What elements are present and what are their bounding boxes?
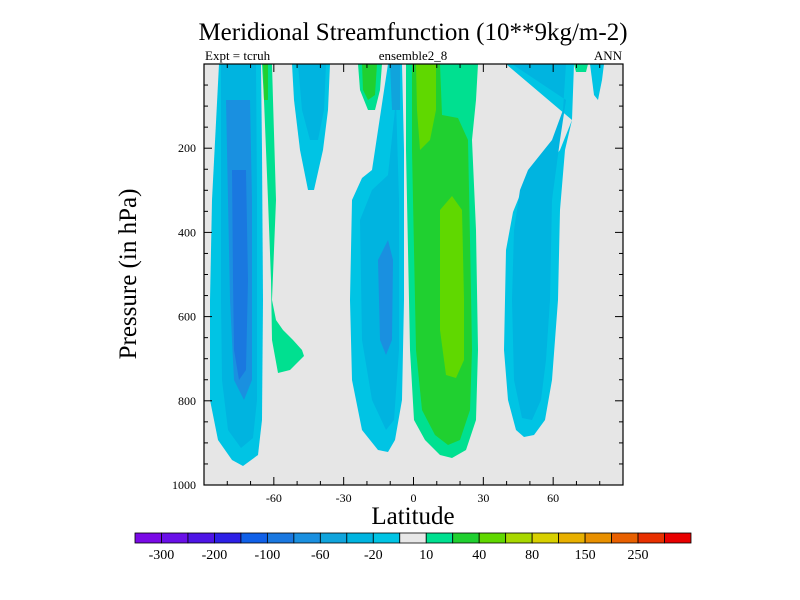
colorbar-label: -60 <box>311 548 330 563</box>
colorbar-swatch <box>505 532 533 544</box>
colorbar-swatch <box>452 532 480 544</box>
x-tick-label: -30 <box>336 491 352 505</box>
nh-hadley-cell-max <box>440 196 464 378</box>
colorbar-swatch <box>266 532 295 544</box>
y-tick-label: 1000 <box>172 478 196 492</box>
sh-polar-tongue-core <box>263 64 268 100</box>
sh-hadley-upper-strip <box>390 64 400 110</box>
colorbar-swatch <box>531 532 560 544</box>
colorbar-swatch <box>664 532 692 544</box>
colorbar-swatch <box>134 532 162 544</box>
colorbar-swatch <box>240 532 268 544</box>
colorbar-label: -200 <box>202 548 228 563</box>
contour-fill-layer <box>210 64 604 466</box>
colorbar-label: 80 <box>525 548 539 563</box>
colorbar-swatch <box>372 532 401 544</box>
sh-hadley-cell-core <box>378 240 393 355</box>
colorbar-label: 40 <box>472 548 486 563</box>
subtitle-experiment: Expt = tcruh <box>205 48 271 63</box>
sh-mid-cell-core <box>298 64 326 140</box>
colorbar-label: -100 <box>255 548 281 563</box>
colorbar-label: -300 <box>149 548 175 563</box>
sh-ferrel-cell-max <box>232 170 248 380</box>
y-tick-label: 800 <box>178 394 196 408</box>
x-tick-label: 60 <box>547 491 559 505</box>
colorbar-swatch <box>611 532 639 544</box>
x-axis-label: Latitude <box>371 503 454 530</box>
colorbar-swatch <box>214 532 242 544</box>
colorbar-swatch <box>319 532 348 544</box>
y-tick-label: 200 <box>178 141 196 155</box>
y-axis-label: Pressure (in hPa) <box>115 189 142 360</box>
colorbar-swatch <box>584 532 612 544</box>
colorbar-swatch <box>293 532 321 544</box>
x-tick-label: 30 <box>477 491 489 505</box>
nh-hadley-cell-core <box>416 64 436 150</box>
colorbar-swatch <box>346 532 374 544</box>
colorbar-swatch <box>558 532 586 544</box>
nh-polar-cell <box>590 64 604 100</box>
subtitle-ensemble: ensemble2_8 <box>379 48 448 63</box>
chart-title: Meridional Streamfunction (10**9kg/m-2) <box>198 19 627 46</box>
colorbar-label: 10 <box>419 548 433 563</box>
y-tick-label: 600 <box>178 310 196 324</box>
colorbar-swatch <box>161 532 189 544</box>
colorbar-label: 250 <box>628 548 649 563</box>
axes: -60 -30 0 30 60 200 400 600 800 1000 <box>172 64 623 505</box>
colorbar-label: 150 <box>575 548 596 563</box>
colorbar-swatch <box>187 532 215 544</box>
colorbar: -300 -200 -100 -60 -20 10 40 80 150 250 <box>134 532 692 563</box>
sh-polar-tongue <box>262 64 304 373</box>
x-tick-label: 0 <box>411 491 417 505</box>
y-tick-label: 400 <box>178 225 196 239</box>
nh-polar-positive-strip <box>574 64 588 72</box>
colorbar-swatch <box>478 532 507 544</box>
colorbar-swatch <box>637 532 665 544</box>
colorbar-swatch <box>399 532 427 544</box>
subtitle-season: ANN <box>594 48 623 63</box>
nh-ferrel-cell-mid <box>512 64 566 420</box>
x-tick-label: -60 <box>266 491 282 505</box>
colorbar-label: -20 <box>364 548 383 563</box>
sh-subtropical-top-core <box>362 64 377 100</box>
colorbar-swatch <box>425 532 454 544</box>
